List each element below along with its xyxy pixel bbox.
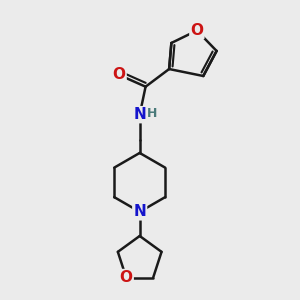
Text: N: N [133, 204, 146, 219]
Text: H: H [147, 107, 157, 120]
Text: O: O [190, 23, 203, 38]
Text: N: N [133, 107, 146, 122]
Text: O: O [120, 270, 133, 285]
Text: O: O [112, 68, 126, 82]
